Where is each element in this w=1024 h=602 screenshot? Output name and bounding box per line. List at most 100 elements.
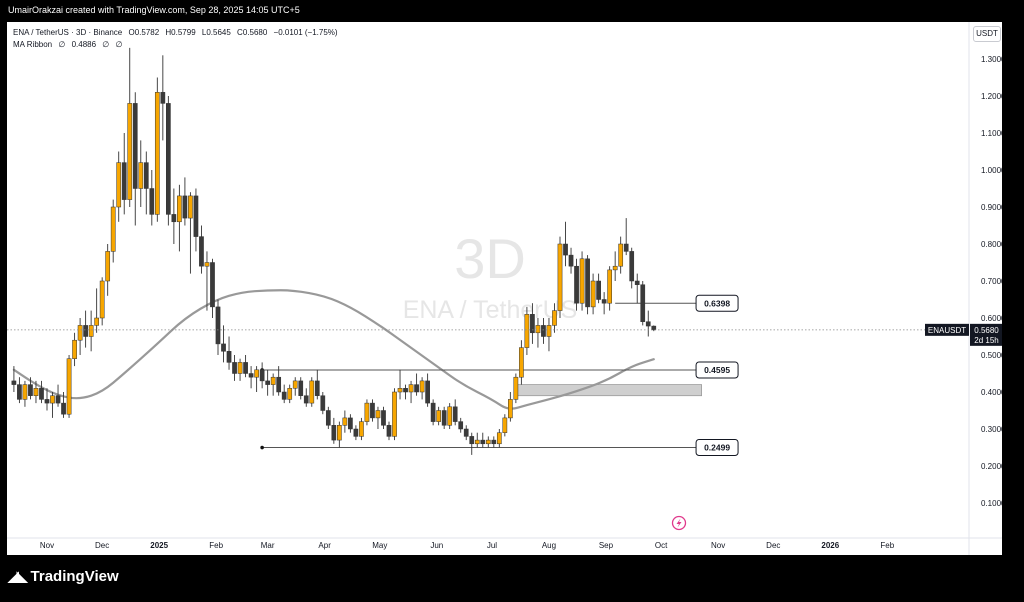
candle[interactable] bbox=[601, 292, 607, 315]
candle[interactable] bbox=[259, 362, 265, 389]
candle[interactable] bbox=[193, 188, 199, 252]
candle[interactable] bbox=[441, 406, 447, 429]
time-axis[interactable]: Nov Dec 2025 Feb Mar Apr May Jun Jul Aug Sep Oct Nov… bbox=[7, 537, 1002, 550]
zone-rect[interactable] bbox=[515, 384, 702, 397]
candle[interactable] bbox=[414, 373, 419, 396]
candle[interactable] bbox=[331, 417, 337, 444]
events[interactable] bbox=[671, 515, 687, 531]
candle[interactable] bbox=[530, 303, 535, 344]
candle[interactable] bbox=[149, 170, 155, 226]
candle[interactable] bbox=[61, 392, 66, 418]
candle[interactable] bbox=[265, 369, 270, 396]
candle[interactable] bbox=[546, 318, 552, 352]
candle[interactable] bbox=[469, 432, 475, 455]
candle[interactable] bbox=[651, 325, 657, 332]
candle[interactable] bbox=[612, 251, 618, 281]
candle[interactable] bbox=[116, 151, 122, 222]
candle[interactable] bbox=[121, 133, 127, 215]
candle[interactable] bbox=[188, 192, 193, 274]
candle[interactable] bbox=[325, 406, 331, 429]
candle[interactable] bbox=[430, 399, 436, 426]
candle[interactable] bbox=[519, 340, 524, 385]
event-icon[interactable] bbox=[671, 515, 687, 531]
candle[interactable] bbox=[298, 377, 304, 400]
candle[interactable] bbox=[524, 306, 530, 355]
symbol-label[interactable]: ENA / TetherUS · 3D · Binance bbox=[13, 28, 123, 37]
candle[interactable] bbox=[243, 355, 248, 378]
candle[interactable] bbox=[204, 251, 210, 311]
candle[interactable] bbox=[199, 225, 204, 274]
candle[interactable] bbox=[563, 221, 568, 267]
candle[interactable] bbox=[485, 436, 491, 448]
candle[interactable] bbox=[342, 410, 348, 433]
candle[interactable] bbox=[127, 47, 133, 207]
candle[interactable] bbox=[55, 384, 61, 407]
candles[interactable] bbox=[11, 47, 657, 455]
candle[interactable] bbox=[552, 303, 557, 333]
candle[interactable] bbox=[143, 151, 149, 215]
candle[interactable] bbox=[276, 366, 282, 396]
candle[interactable] bbox=[44, 388, 50, 411]
candle[interactable] bbox=[88, 310, 94, 352]
candle[interactable] bbox=[99, 277, 105, 326]
level-box[interactable] bbox=[695, 294, 739, 312]
candle[interactable] bbox=[381, 406, 386, 429]
candle[interactable] bbox=[474, 432, 480, 448]
candle[interactable] bbox=[138, 140, 144, 207]
candle[interactable] bbox=[287, 384, 293, 404]
candle[interactable] bbox=[237, 358, 243, 381]
candle[interactable] bbox=[110, 199, 116, 263]
candle[interactable] bbox=[309, 377, 315, 407]
candle[interactable] bbox=[645, 310, 651, 337]
candle[interactable] bbox=[502, 414, 508, 437]
demand-zone[interactable] bbox=[515, 384, 702, 397]
candle[interactable] bbox=[210, 258, 215, 318]
candle[interactable] bbox=[574, 258, 579, 311]
candle[interactable] bbox=[408, 380, 414, 404]
currency-badge[interactable]: USDT bbox=[973, 26, 1001, 42]
candle[interactable] bbox=[28, 377, 33, 400]
tradingview-logo[interactable]: ◢◣ TradingView bbox=[8, 568, 119, 585]
candle[interactable] bbox=[590, 273, 596, 315]
candle[interactable] bbox=[359, 417, 364, 441]
candle[interactable] bbox=[105, 244, 111, 296]
candle[interactable] bbox=[491, 436, 497, 448]
candle[interactable] bbox=[66, 355, 72, 418]
candle[interactable] bbox=[513, 373, 519, 404]
levels[interactable]: 0.6398 0.4595 0.2499 bbox=[260, 294, 739, 457]
candle[interactable] bbox=[215, 299, 221, 356]
candle[interactable] bbox=[314, 369, 320, 400]
candle[interactable] bbox=[607, 266, 612, 311]
candle[interactable] bbox=[392, 388, 397, 441]
candle[interactable] bbox=[33, 380, 39, 404]
candle[interactable] bbox=[640, 281, 646, 326]
candle[interactable] bbox=[292, 377, 298, 396]
candle[interactable] bbox=[248, 366, 254, 389]
candle[interactable] bbox=[132, 92, 138, 226]
candle[interactable] bbox=[436, 406, 441, 426]
candle[interactable] bbox=[463, 425, 469, 441]
candle[interactable] bbox=[419, 377, 425, 400]
candle[interactable] bbox=[425, 373, 430, 407]
level-box[interactable] bbox=[695, 439, 739, 457]
candle[interactable] bbox=[579, 251, 585, 311]
candle[interactable] bbox=[370, 399, 375, 422]
candle[interactable] bbox=[39, 380, 44, 404]
candle[interactable] bbox=[11, 366, 17, 392]
candle[interactable] bbox=[618, 236, 624, 274]
candle[interactable] bbox=[447, 403, 453, 429]
candle[interactable] bbox=[568, 247, 574, 274]
candle[interactable] bbox=[480, 432, 486, 448]
candle[interactable] bbox=[17, 377, 22, 404]
ma-label[interactable]: MA Ribbon bbox=[13, 40, 53, 49]
level-box[interactable] bbox=[695, 361, 739, 379]
candle[interactable] bbox=[337, 421, 342, 448]
candle[interactable] bbox=[226, 336, 232, 370]
candle[interactable] bbox=[270, 373, 276, 396]
candle[interactable] bbox=[171, 188, 177, 245]
candle[interactable] bbox=[77, 318, 83, 355]
candle[interactable] bbox=[535, 318, 541, 348]
candle[interactable] bbox=[182, 177, 188, 226]
